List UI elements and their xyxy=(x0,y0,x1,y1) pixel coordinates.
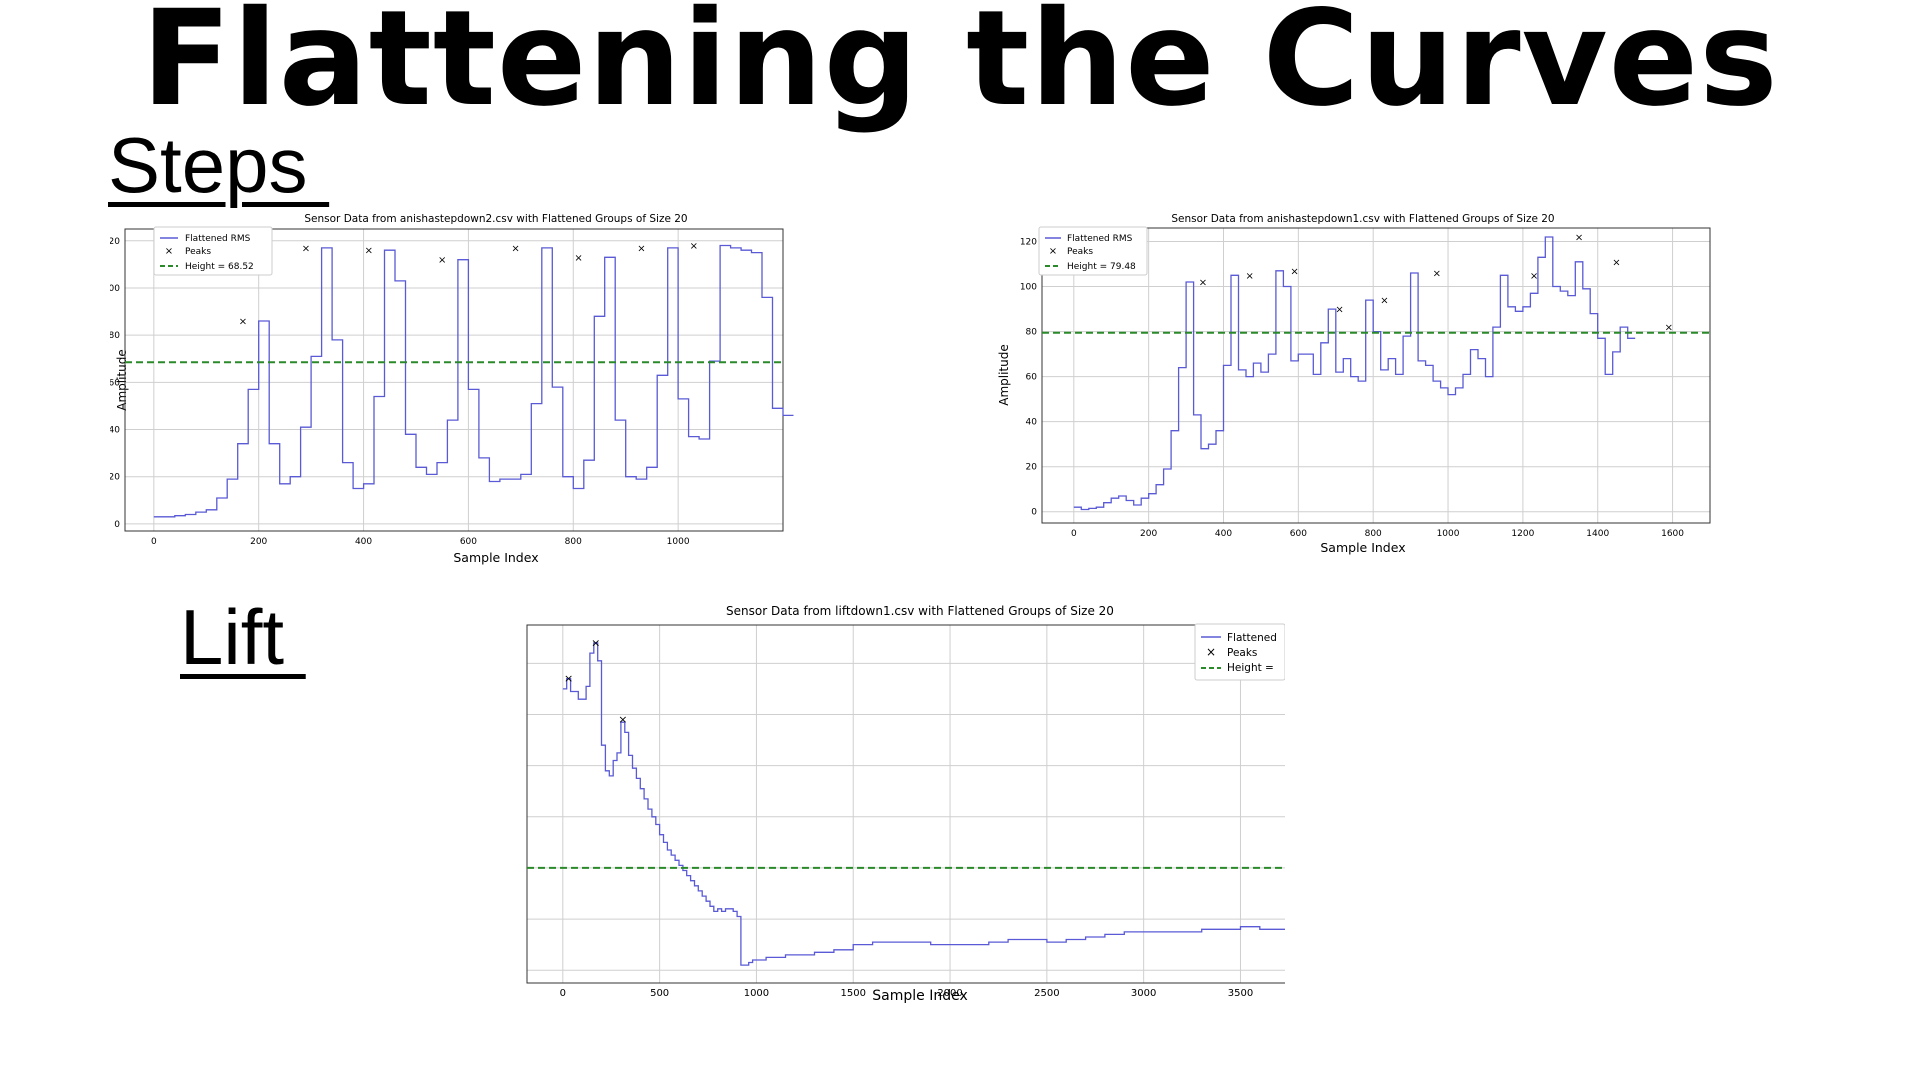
x-tick-label: 0 xyxy=(560,988,566,999)
y-tick-label: 60 xyxy=(1026,373,1038,383)
legend-label-height: Height = 68.52 xyxy=(185,262,254,272)
x-tick-label: 1000 xyxy=(667,537,690,547)
y-tick-label: 60 xyxy=(110,378,120,388)
peak-marker: × xyxy=(690,241,698,252)
y-tick-label: 80 xyxy=(1026,328,1038,338)
x-tick-label: 1400 xyxy=(1586,529,1609,539)
chart-liftdown1: Sensor Data from liftdown1.csv with Flat… xyxy=(526,604,1285,1004)
series-line xyxy=(562,642,1285,966)
x-tick-label: 3500 xyxy=(1228,988,1253,999)
y-tick-label: 20 xyxy=(1026,463,1038,473)
x-tick-label: 800 xyxy=(1365,529,1382,539)
legend-label-series: Flattened RMS xyxy=(1067,234,1133,244)
x-tick-label: 400 xyxy=(1215,529,1232,539)
x-tick-label: 1200 xyxy=(1511,529,1534,539)
peak-marker: × xyxy=(618,713,627,726)
peak-marker: × xyxy=(1335,305,1343,316)
peak-marker: × xyxy=(591,636,600,649)
chart-title: Sensor Data from liftdown1.csv with Flat… xyxy=(726,604,1114,618)
peak-marker: × xyxy=(1433,269,1441,280)
peak-marker: × xyxy=(1290,266,1298,277)
plot-frame xyxy=(124,228,784,532)
legend-label-series: Flattened RMS xyxy=(185,234,251,244)
x-tick-label: 2500 xyxy=(1034,988,1059,999)
legend-box xyxy=(1194,623,1285,681)
plot-frame xyxy=(1041,227,1711,524)
peak-marker: × xyxy=(1665,323,1673,334)
peak-marker: × xyxy=(1380,296,1388,307)
y-tick-label: 20 xyxy=(110,473,120,483)
legend-swatch-peak: × xyxy=(1206,645,1216,659)
x-tick-label: 0 xyxy=(151,537,157,547)
legend-label-peaks: Peaks xyxy=(185,247,211,257)
legend-label-peaks: Peaks xyxy=(1067,247,1093,257)
y-tick-label: 100 xyxy=(1020,283,1037,293)
peak-marker: × xyxy=(1246,271,1254,282)
chart-title: Sensor Data from anishastepdown2.csv wit… xyxy=(304,213,687,225)
peak-marker: × xyxy=(302,243,310,254)
plot-frame xyxy=(526,624,1285,984)
y-tick-label: 40 xyxy=(110,426,120,436)
peak-marker: × xyxy=(1575,233,1583,244)
y-axis-label: Amplitude xyxy=(997,344,1011,406)
legend-swatch-peak: × xyxy=(165,246,173,257)
x-tick-label: 1000 xyxy=(744,988,769,999)
x-axis-label: Sample Index xyxy=(1320,540,1405,555)
legend-label-peaks: Peaks xyxy=(1227,647,1257,659)
x-tick-label: 1000 xyxy=(1437,529,1460,539)
x-axis-label: Sample Index xyxy=(872,988,967,1004)
peak-marker: × xyxy=(574,253,582,264)
x-tick-label: 200 xyxy=(250,537,267,547)
chart-title: Sensor Data from anishastepdown1.csv wit… xyxy=(1171,213,1554,225)
legend: Flattened × Peaks Height = xyxy=(1194,623,1285,681)
series-line xyxy=(1073,236,1636,511)
x-tick-label: 1500 xyxy=(841,988,866,999)
peak-marker: × xyxy=(438,255,446,266)
peak-marker: × xyxy=(1199,278,1207,289)
legend: Flattened RMS × Peaks Height = 79.48 xyxy=(1038,226,1148,276)
y-tick-label: 120 xyxy=(110,237,120,247)
x-tick-label: 200 xyxy=(1140,529,1157,539)
chart-stepdown1: Sensor Data from anishastepdown1.csv wit… xyxy=(997,213,1711,555)
peak-marker: × xyxy=(1612,257,1620,268)
x-tick-label: 3000 xyxy=(1131,988,1156,999)
y-tick-label: 80 xyxy=(110,331,120,341)
x-tick-label: 800 xyxy=(565,537,582,547)
chart-stepdown2: Sensor Data from anishastepdown2.csv wit… xyxy=(110,213,794,565)
x-tick-label: 600 xyxy=(460,537,477,547)
legend: Flattened RMS × Peaks Height = 68.52 xyxy=(153,226,273,276)
page-title: Flattening the Curves xyxy=(141,0,1779,136)
y-tick-label: 0 xyxy=(114,520,120,530)
y-tick-label: 120 xyxy=(1020,238,1037,248)
x-tick-label: 600 xyxy=(1290,529,1307,539)
section-heading-lift: Lift xyxy=(180,593,306,681)
peak-marker: × xyxy=(239,317,247,328)
x-axis-label: Sample Index xyxy=(453,550,538,565)
legend-label-height: Height = 79.48 xyxy=(1067,262,1136,272)
series-line xyxy=(153,244,794,518)
peak-marker: × xyxy=(365,246,373,257)
legend-box xyxy=(1038,226,1148,276)
x-tick-label: 400 xyxy=(355,537,372,547)
section-heading-steps: Steps xyxy=(108,121,330,209)
y-tick-label: 40 xyxy=(1026,418,1038,428)
legend-label-series: Flattened xyxy=(1227,632,1277,644)
peak-marker: × xyxy=(1530,271,1538,282)
peak-marker: × xyxy=(637,243,645,254)
y-tick-label: 100 xyxy=(110,284,120,294)
legend-box xyxy=(153,226,273,276)
x-tick-label: 500 xyxy=(650,988,669,999)
x-tick-label: 0 xyxy=(1071,529,1077,539)
legend-label-height: Height = xyxy=(1227,662,1274,674)
peak-marker: × xyxy=(511,243,519,254)
legend-swatch-peak: × xyxy=(1049,246,1057,257)
peak-marker: × xyxy=(564,672,573,685)
y-tick-label: 0 xyxy=(1031,508,1037,518)
x-tick-label: 1600 xyxy=(1661,529,1684,539)
x-tick-label: 2000 xyxy=(937,988,962,999)
